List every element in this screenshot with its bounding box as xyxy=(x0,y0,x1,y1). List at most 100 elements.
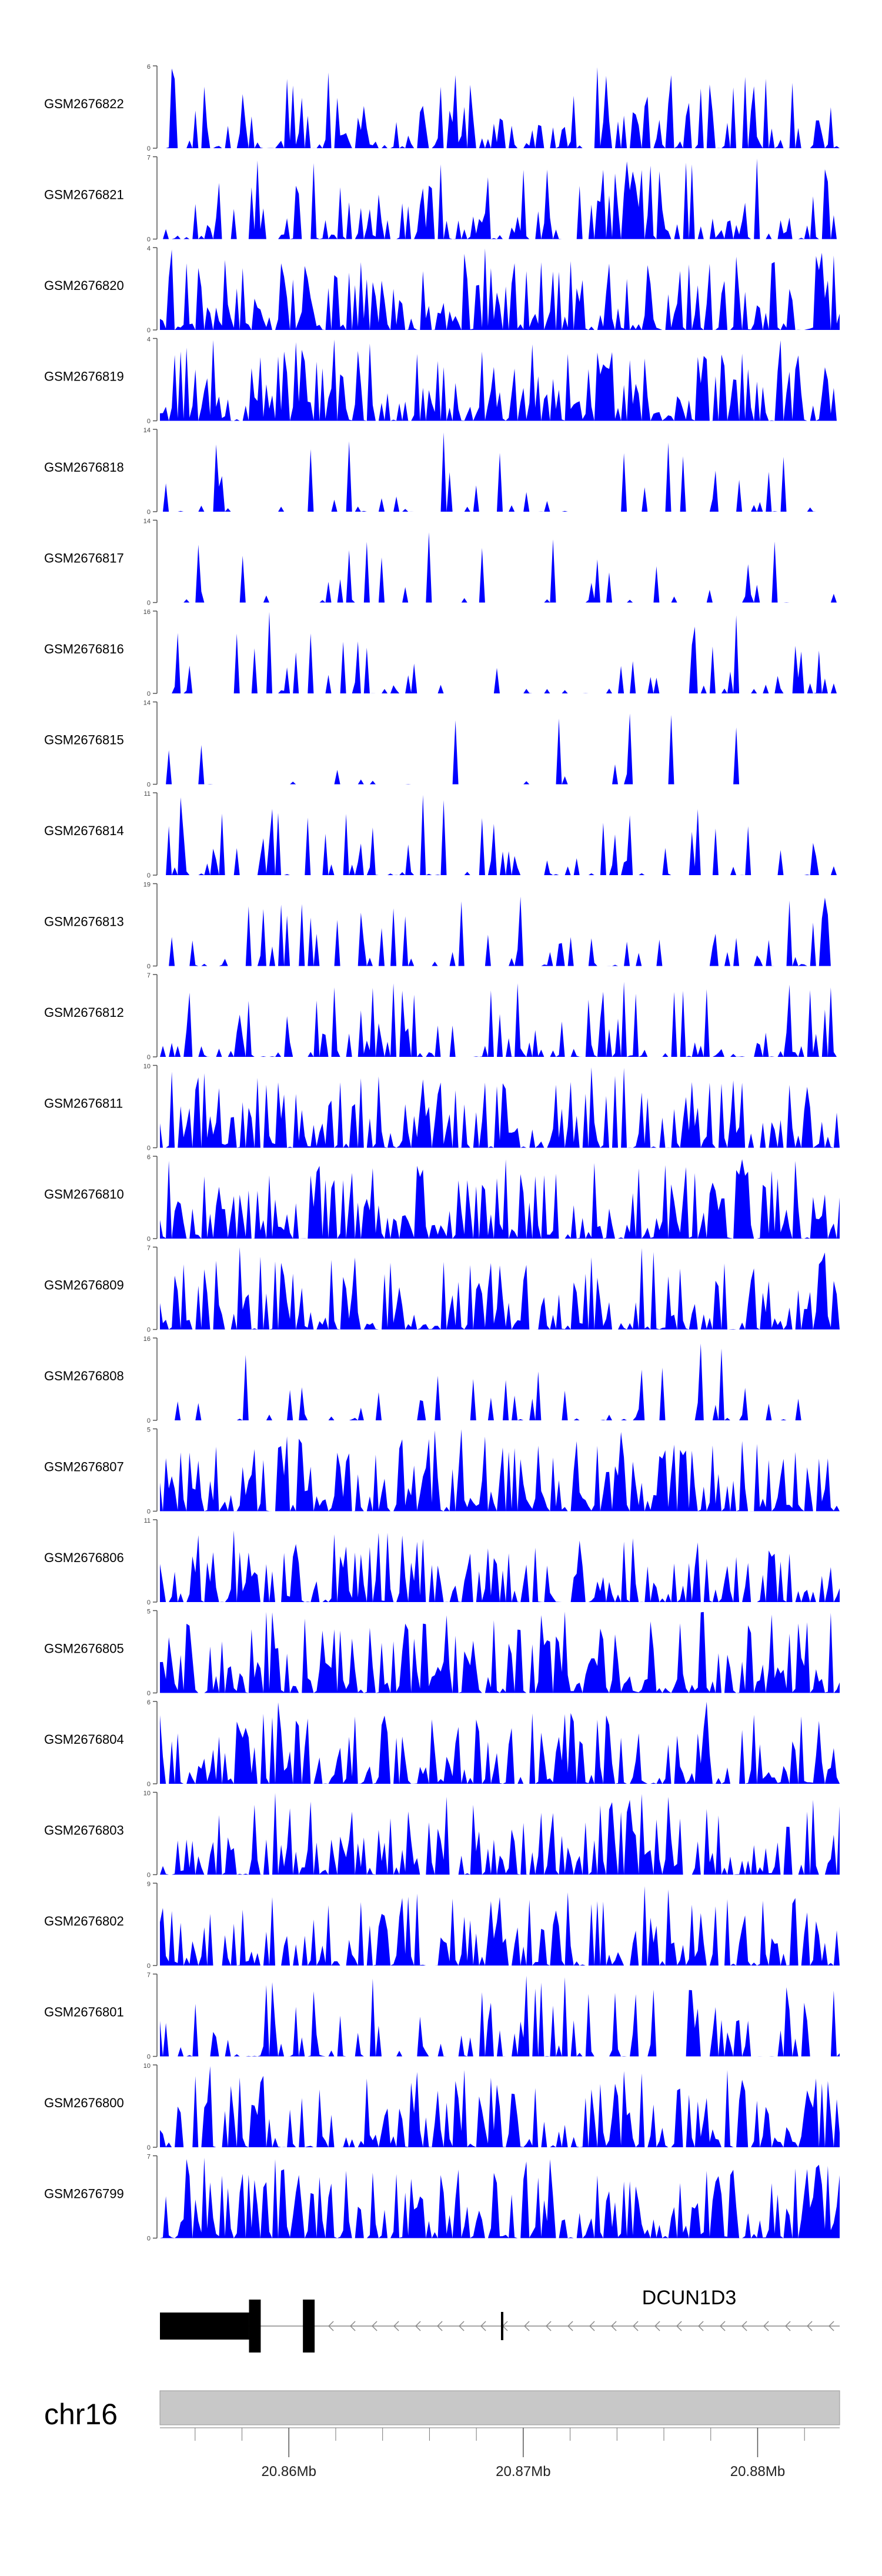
track-label: GSM2676813 xyxy=(44,915,124,929)
coverage-area xyxy=(160,1530,840,1602)
strand-arrow xyxy=(567,2321,573,2331)
track-label: GSM2676810 xyxy=(44,1187,124,1202)
track-label: GSM2676806 xyxy=(44,1550,124,1565)
y-max-label: 19 xyxy=(143,882,151,889)
track-GSM2676801: GSM2676801 7 0 xyxy=(44,1972,840,2061)
track-GSM2676812: GSM2676812 7 0 xyxy=(44,972,840,1061)
track-label: GSM2676807 xyxy=(44,1460,124,1474)
coverage-area xyxy=(160,1067,840,1148)
y-max-label: 4 xyxy=(147,245,151,252)
strand-arrow xyxy=(654,2321,660,2331)
track-GSM2676820: GSM2676820 4 0 xyxy=(44,245,840,334)
y-min-label: 0 xyxy=(147,1236,151,1243)
track-label: GSM2676819 xyxy=(44,369,124,384)
y-max-label: 10 xyxy=(143,2063,151,2070)
y-min-label: 0 xyxy=(147,1781,151,1788)
y-max-label: 10 xyxy=(143,1063,151,1070)
y-min-label: 0 xyxy=(147,2235,151,2243)
coverage-area xyxy=(160,982,840,1057)
track-label: GSM2676816 xyxy=(44,642,124,656)
track-label: GSM2676820 xyxy=(44,278,124,293)
y-max-label: 11 xyxy=(144,790,151,798)
track-GSM2676807: GSM2676807 5 0 xyxy=(44,1427,840,1516)
y-min-label: 0 xyxy=(147,690,151,698)
y-min-label: 0 xyxy=(147,145,151,152)
coverage-area xyxy=(160,339,840,421)
strand-arrow xyxy=(828,2321,834,2331)
track-GSM2676799: GSM2676799 7 0 xyxy=(44,2154,840,2243)
tick-label: 20.87Mb xyxy=(496,2464,550,2480)
y-max-label: 16 xyxy=(143,1336,151,1343)
track-label: GSM2676822 xyxy=(44,96,124,111)
coverage-area xyxy=(160,713,840,785)
track-label: GSM2676800 xyxy=(44,2095,124,2110)
y-max-label: 7 xyxy=(147,1972,151,1979)
track-label: GSM2676815 xyxy=(44,733,124,748)
coverage-area xyxy=(160,612,840,693)
y-min-label: 0 xyxy=(147,2054,151,2061)
y-max-label: 14 xyxy=(143,700,151,707)
coverage-area xyxy=(160,1793,840,1875)
strand-arrow xyxy=(524,2321,530,2331)
y-min-label: 0 xyxy=(147,963,151,970)
gene-track: DCUN1D3 xyxy=(160,2287,840,2353)
y-max-label: 14 xyxy=(143,427,151,434)
coverage-area xyxy=(160,1343,840,1420)
track-label: GSM2676821 xyxy=(44,188,124,202)
track-label: GSM2676804 xyxy=(44,1732,124,1747)
track-label: GSM2676814 xyxy=(44,823,124,838)
track-GSM2676822: GSM2676822 6 0 xyxy=(44,64,840,152)
y-min-label: 0 xyxy=(147,1690,151,1697)
y-min-label: 0 xyxy=(147,782,151,789)
y-min-label: 0 xyxy=(147,418,151,425)
strand-arrow xyxy=(611,2321,617,2331)
coverage-area xyxy=(160,1701,840,1784)
coverage-area xyxy=(160,432,840,512)
strand-arrow xyxy=(437,2321,443,2331)
track-label: GSM2676812 xyxy=(44,1005,124,1020)
y-min-label: 0 xyxy=(147,327,151,334)
y-max-label: 4 xyxy=(147,336,151,343)
track-label: GSM2676808 xyxy=(44,1369,124,1383)
y-min-label: 0 xyxy=(147,1145,151,1152)
coverage-area xyxy=(160,1611,840,1693)
y-min-label: 0 xyxy=(147,2144,151,2151)
track-GSM2676800: GSM2676800 10 0 xyxy=(44,2063,840,2151)
strand-arrow xyxy=(350,2321,356,2331)
track-GSM2676819: GSM2676819 4 0 xyxy=(44,336,840,425)
y-min-label: 0 xyxy=(147,600,151,607)
coverage-area xyxy=(160,1247,840,1330)
y-min-label: 0 xyxy=(147,1054,151,1061)
y-max-label: 5 xyxy=(147,1427,151,1434)
coverage-area xyxy=(160,1429,840,1511)
chromosome-bar xyxy=(159,2390,840,2425)
track-GSM2676802: GSM2676802 9 0 xyxy=(44,1881,840,1970)
track-GSM2676805: GSM2676805 5 0 xyxy=(44,1609,840,1697)
y-min-label: 0 xyxy=(147,1509,151,1516)
track-label: GSM2676803 xyxy=(44,1823,124,1838)
track-GSM2676817: GSM2676817 14 0 xyxy=(44,518,840,607)
track-label: GSM2676805 xyxy=(44,1641,124,1656)
strand-arrow xyxy=(480,2321,486,2331)
coverage-area xyxy=(160,1159,840,1239)
strand-arrow xyxy=(676,2321,682,2331)
track-GSM2676811: GSM2676811 10 0 xyxy=(44,1063,840,1152)
y-max-label: 7 xyxy=(147,2154,151,2161)
track-label: GSM2676799 xyxy=(44,2187,124,2201)
y-min-label: 0 xyxy=(147,1417,151,1424)
y-min-label: 0 xyxy=(147,236,151,243)
track-GSM2676806: GSM2676806 11 0 xyxy=(44,1517,840,1606)
tick-label: 20.88Mb xyxy=(730,2464,785,2480)
strand-arrow xyxy=(589,2321,595,2331)
y-min-label: 0 xyxy=(147,509,151,516)
track-label: GSM2676811 xyxy=(44,1096,123,1111)
exon xyxy=(303,2300,315,2353)
y-min-label: 0 xyxy=(147,1599,151,1606)
strand-arrow xyxy=(393,2321,399,2331)
strand-arrow xyxy=(633,2321,639,2331)
y-max-label: 7 xyxy=(147,972,151,979)
track-GSM2676809: GSM2676809 7 0 xyxy=(44,1245,840,1334)
y-min-label: 0 xyxy=(147,1872,151,1879)
track-label: GSM2676801 xyxy=(44,2005,124,2020)
